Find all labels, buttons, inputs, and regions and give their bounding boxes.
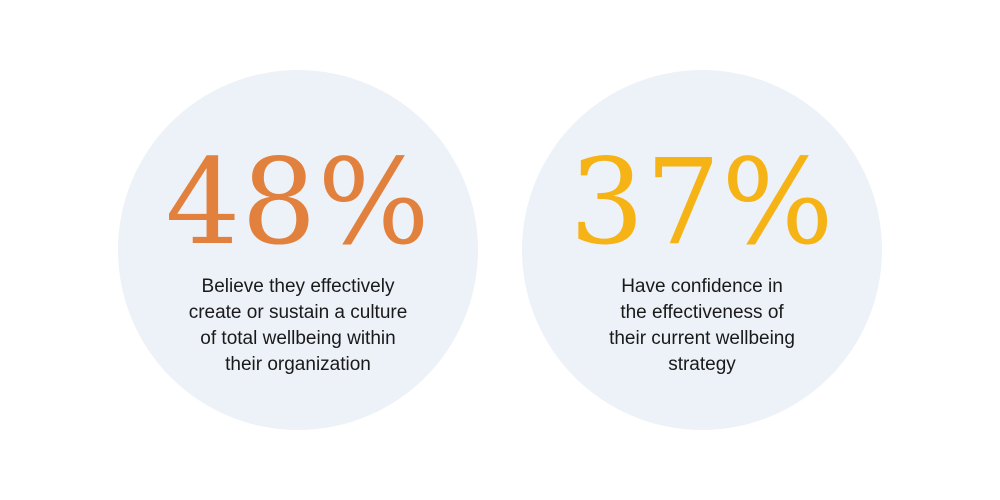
stat-caption-1: Believe they effectively create or susta…	[158, 274, 438, 378]
stat-caption-2-line-1: Have confidence in	[621, 276, 783, 297]
stat-caption-1-line-4: their organization	[225, 354, 371, 375]
stat-value-2: 37%	[569, 133, 835, 271]
stat-caption-1-line-2: create or sustain a culture	[188, 302, 408, 323]
stat-caption-1-line-3: of total wellbeing within	[200, 328, 396, 349]
stat-caption-1-line-1: Believe they effectively	[201, 276, 395, 297]
stat-value-1: 48%	[165, 133, 431, 271]
stat-caption-2-line-2: the effectiveness of	[620, 302, 784, 323]
stat-caption-2: Have confidence in the effectiveness of …	[562, 274, 842, 378]
stat-circle-1: 48% Believe they effectively create or s…	[118, 70, 478, 430]
stat-circle-2: 37% Have confidence in the effectiveness…	[522, 70, 882, 430]
stat-caption-2-line-4: strategy	[668, 354, 736, 375]
stat-caption-2-line-3: their current wellbeing	[609, 328, 795, 349]
